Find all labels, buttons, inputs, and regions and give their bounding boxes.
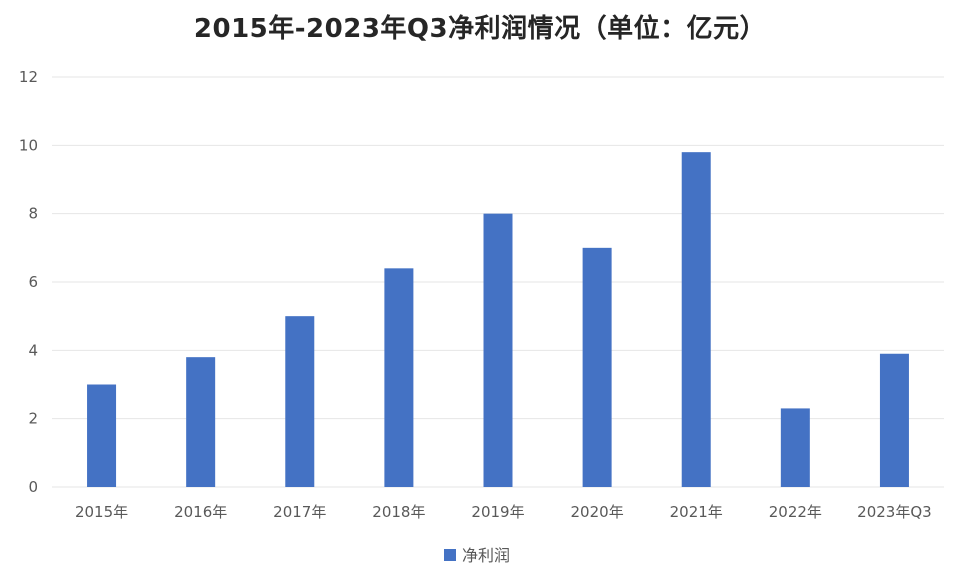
x-tick-label: 2018年 [372,503,425,521]
y-tick-label: 12 [19,68,38,86]
bar-8 [780,408,810,487]
x-tick-label: 2016年 [174,503,227,521]
bar-4 [384,268,414,487]
legend-label: 净利润 [462,546,510,565]
bar-1 [87,384,117,487]
y-tick-label: 10 [19,136,38,154]
x-tick-label: 2017年 [273,503,326,521]
bar-2 [186,357,216,487]
bar-7 [681,152,711,487]
x-tick-label: 2021年 [670,503,723,521]
bar-5 [483,213,513,487]
legend-swatch [444,549,456,561]
x-tick-label: 2019年 [471,503,524,521]
bar-9 [879,353,909,487]
y-tick-label: 0 [28,478,38,496]
y-tick-label: 8 [28,205,38,223]
bar-3 [285,316,315,487]
y-tick-label: 2 [28,410,38,428]
y-tick-label: 4 [28,341,38,359]
x-axis-ticks: 2015年 2016年 2017年 2018年 2019年 2020年 2021年 2022年… [75,503,932,521]
x-tick-label: 2022年 [769,503,822,521]
x-tick-label: 2023年Q3 [857,503,932,521]
bars [87,152,909,487]
legend: 净利润 [444,546,510,565]
y-axis-ticks: 0 2 4 6 8 10 12 [19,68,38,496]
bar-6 [582,247,612,487]
y-tick-label: 6 [28,273,38,291]
x-tick-label: 2015年 [75,503,128,521]
x-tick-label: 2020年 [571,503,624,521]
chart-title: 2015年-2023年Q3净利润情况（单位：亿元） [193,14,767,44]
